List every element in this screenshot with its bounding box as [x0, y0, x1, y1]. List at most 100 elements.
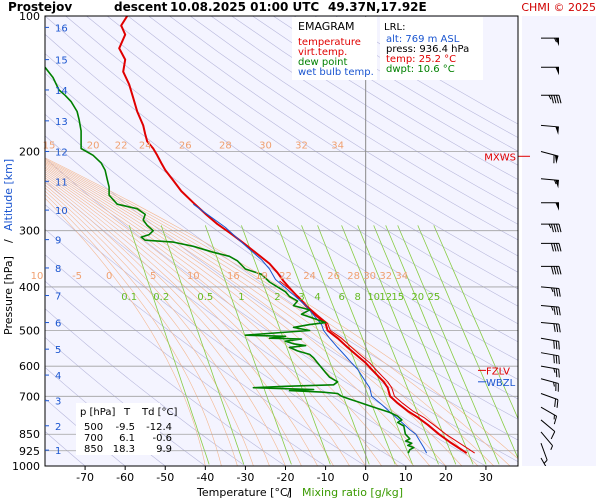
moist-adiabat-label: -5: [72, 271, 82, 282]
barb-staff: [540, 378, 559, 384]
mixing-ratio-line: [341, 225, 439, 465]
mixing-ratio-label: 12: [379, 292, 392, 303]
altitude-tick-label: 4: [55, 371, 61, 382]
wind-panel: [522, 16, 596, 466]
theta-label: 34: [331, 140, 344, 151]
x-tick-label: -50: [156, 471, 174, 484]
barb-feather: [553, 340, 555, 349]
wind-barb: [540, 286, 561, 297]
barb-feather: [556, 399, 559, 408]
wind-barb: [540, 431, 554, 451]
series-line-dew-point: [45, 66, 415, 454]
barb-feather: [558, 95, 562, 104]
barb-feather: [554, 398, 557, 408]
wind-barb: [540, 305, 561, 316]
wind-barb: [540, 419, 556, 440]
table-row-p: 500: [84, 422, 103, 433]
wind-barb: [541, 94, 562, 104]
barb-feather: [558, 355, 560, 365]
altitude-tick-label: 3: [55, 397, 61, 408]
profile-datetime: 10.08.2025 01:00 UTC: [170, 0, 319, 14]
barb-feather: [558, 369, 560, 378]
plot-frame: [44, 15, 519, 467]
mixing-ratio-label: 1: [238, 292, 244, 303]
mixing-ratio-label: 15: [391, 292, 404, 303]
barb-pennant: [554, 155, 559, 164]
pressure-tick-label: 1000: [12, 460, 40, 473]
barb-feather: [553, 223, 557, 233]
mixing-ratio-label: 0.5: [197, 292, 213, 303]
dry-adiabat: [148, 16, 518, 257]
barb-feather: [553, 287, 556, 297]
barb-feather: [555, 95, 559, 104]
barb-staff: [540, 406, 557, 417]
barb-feather: [555, 243, 559, 252]
wind-barb: [540, 178, 559, 189]
barb-staff: [540, 431, 553, 447]
dry-adiabat: [190, 16, 518, 225]
x-axis-separator: /: [287, 486, 291, 499]
mixing-ratio-label: 25: [427, 292, 440, 303]
dry-adiabat: [86, 16, 518, 307]
wind-barb: [540, 150, 559, 164]
legend-wet-bulb: wet bulb temp.: [298, 67, 374, 78]
barb-feather: [550, 95, 554, 104]
axes: -70 -60 -50 -40 -30 -20 -10 0 10 20 30100200300400…: [12, 10, 493, 484]
barb-feather: [544, 474, 550, 480]
barb-pennant: [555, 202, 559, 211]
barb-feather: [550, 243, 554, 252]
barb-staff: [540, 352, 559, 357]
barb-feather: [553, 306, 556, 315]
barb-staff: [540, 457, 547, 466]
barb-feather: [553, 416, 558, 425]
moist-adiabat-label: 32: [379, 271, 392, 282]
moist-adiabat-label: 30: [363, 271, 376, 282]
pressure-tick-label: 300: [19, 225, 40, 238]
lrl-temperature: temp: 25.2 °C: [386, 54, 456, 65]
barb-feather: [558, 223, 562, 233]
dry-adiabat: [107, 16, 518, 290]
barb-feather: [553, 354, 555, 364]
table-row-t: 6.1: [119, 433, 135, 444]
barb-feather: [558, 266, 562, 275]
mixing-ratio-line: [417, 225, 518, 460]
mixing-ratio-label: 6: [338, 292, 344, 303]
mixing-ratio-line: [301, 225, 396, 465]
barb-feather: [543, 459, 548, 464]
x-tick-label: 10: [399, 471, 413, 484]
chart-title: EMAGRAM: [298, 20, 355, 33]
grid-layer: [45, 16, 518, 466]
y-axis-separator: /: [2, 239, 15, 243]
mixing-ratio-line: [128, 225, 210, 465]
y-axis-label-secondary: Altitude [km]: [2, 159, 15, 231]
table-header-td: Td [°C]: [141, 407, 178, 418]
station-name: Prostejov: [8, 0, 72, 14]
dry-adiabat: [127, 16, 518, 273]
barb-feather: [550, 287, 554, 293]
mixing-ratio-line: [241, 225, 331, 465]
table-row-t: 18.3: [113, 444, 135, 455]
dry-adiabat: [169, 16, 518, 241]
wind-barb: [540, 352, 560, 365]
mixing-ratio-line: [397, 225, 500, 465]
wind-barb: [540, 406, 558, 425]
series-line-virt-temp-: [279, 280, 475, 454]
levels-table-bg: [76, 403, 160, 455]
legend-virtual-temperature: virt.temp.: [298, 47, 347, 58]
barb-feather: [558, 341, 560, 350]
table-header-p: p [hPa]: [80, 407, 115, 418]
lrl-altitude: alt: 769 m ASL: [386, 34, 460, 45]
wind-barb: [540, 443, 548, 464]
mixing-ratio-line: [204, 225, 292, 465]
barb-staff: [540, 305, 559, 308]
table-row-p: 850: [84, 444, 103, 455]
altitude-tick-label: 6: [55, 319, 61, 330]
wind-barb: [541, 265, 562, 275]
wind-barb: [540, 393, 559, 408]
pressure-tick-label: 850: [19, 428, 40, 441]
mixing-ratio-label: 4: [314, 292, 320, 303]
barb-staff: [540, 286, 559, 289]
legend-box: [292, 17, 377, 80]
moist-adiabat-label: 5: [150, 271, 156, 282]
theta-label: 32: [295, 140, 308, 151]
